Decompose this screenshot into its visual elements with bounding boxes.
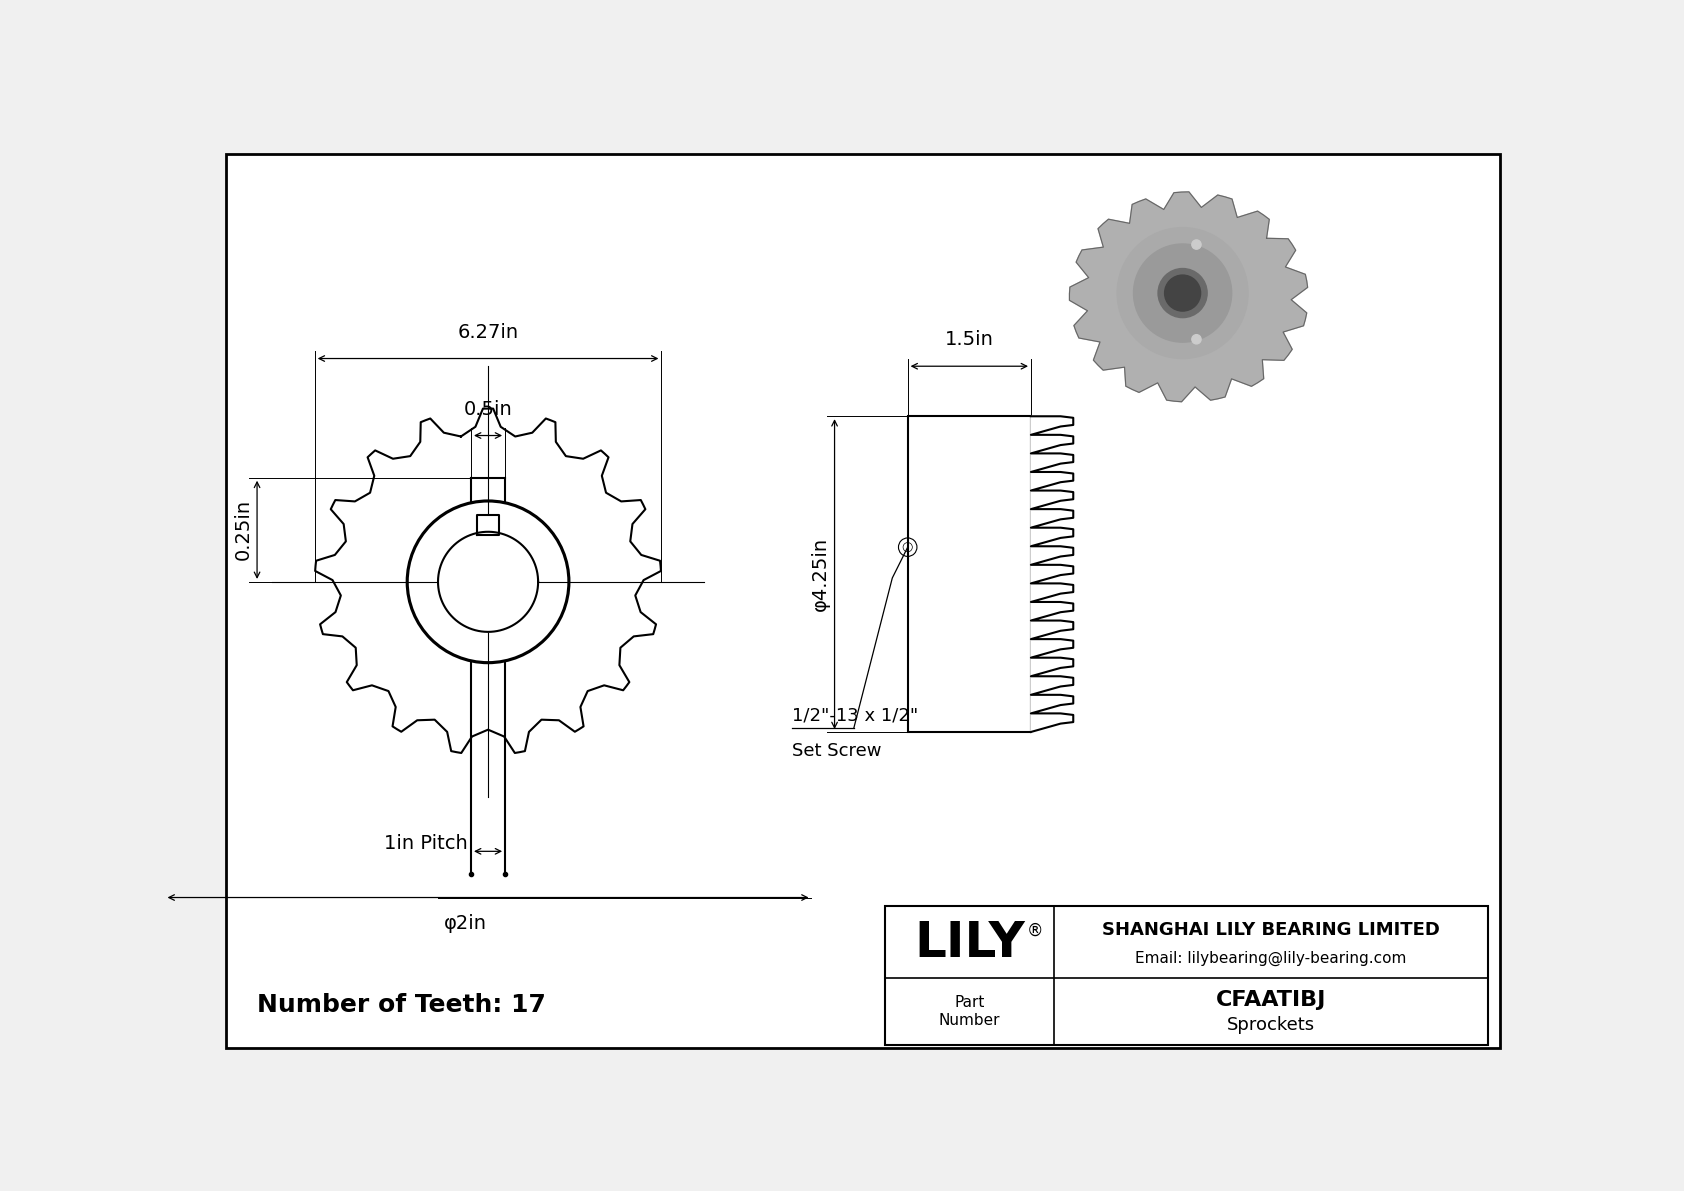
Text: 1.5in: 1.5in bbox=[945, 330, 994, 349]
Ellipse shape bbox=[1122, 223, 1283, 384]
Circle shape bbox=[1192, 239, 1201, 249]
Text: CFAATIBJ: CFAATIBJ bbox=[1216, 990, 1327, 1010]
Text: SHANGHAI LILY BEARING LIMITED: SHANGHAI LILY BEARING LIMITED bbox=[1103, 921, 1440, 939]
Text: Email: lilybearing@lily-bearing.com: Email: lilybearing@lily-bearing.com bbox=[1135, 952, 1406, 966]
Text: LILY: LILY bbox=[914, 919, 1024, 967]
Ellipse shape bbox=[1116, 227, 1248, 358]
Text: 0.5in: 0.5in bbox=[463, 399, 512, 418]
Text: φ2in: φ2in bbox=[443, 915, 487, 934]
Ellipse shape bbox=[1159, 268, 1207, 318]
Text: 6.27in: 6.27in bbox=[458, 323, 519, 342]
Ellipse shape bbox=[1165, 275, 1201, 311]
Text: Part
Number: Part Number bbox=[938, 996, 1000, 1028]
Polygon shape bbox=[1069, 192, 1307, 401]
Text: 1in Pitch: 1in Pitch bbox=[384, 834, 466, 853]
Circle shape bbox=[1192, 335, 1201, 344]
Text: Number of Teeth: 17: Number of Teeth: 17 bbox=[258, 993, 546, 1017]
Text: 0.25in: 0.25in bbox=[234, 499, 253, 561]
Polygon shape bbox=[315, 409, 660, 753]
Polygon shape bbox=[438, 531, 539, 632]
Text: Sprockets: Sprockets bbox=[1228, 1016, 1315, 1034]
Text: ®: ® bbox=[1027, 922, 1042, 940]
Text: Set Screw: Set Screw bbox=[791, 742, 882, 760]
Ellipse shape bbox=[1133, 244, 1231, 342]
Text: φ4.25in: φ4.25in bbox=[812, 537, 830, 611]
Polygon shape bbox=[477, 515, 498, 535]
Text: 1/2"-13 x 1/2": 1/2"-13 x 1/2" bbox=[791, 706, 918, 724]
Bar bbox=[884, 906, 1489, 1045]
Polygon shape bbox=[1031, 417, 1073, 732]
Bar bbox=[908, 417, 1031, 732]
